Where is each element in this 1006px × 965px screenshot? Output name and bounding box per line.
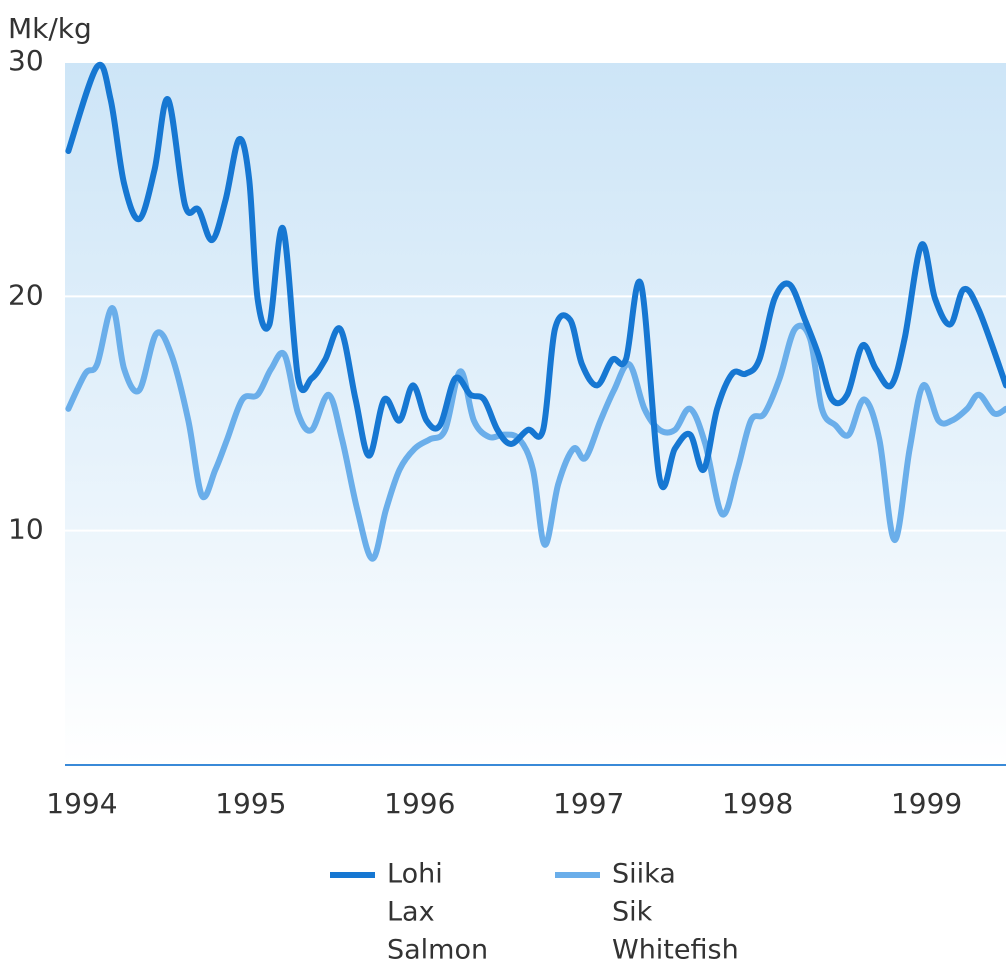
x-tick-label: 1995 [215,787,286,820]
y-tick-label: 20 [8,278,44,311]
y-axis-label: Mk/kg [8,12,92,45]
x-tick-label: 1998 [722,787,793,820]
y-tick-label: 10 [8,513,44,546]
legend-label: Lax [387,897,435,928]
legend-label: Siika [612,859,676,890]
legend-label: Sik [612,897,653,928]
x-tick-label: 1994 [46,787,117,820]
plot-background [65,62,1006,765]
y-tick-label: 30 [8,44,44,77]
legend-label: Whitefish [612,935,739,965]
line [65,305,1006,562]
line [65,61,1006,491]
x-tick-label: 1996 [384,787,455,820]
legend-label: Salmon [387,935,488,965]
x-tick-label: 1999 [891,787,962,820]
legend-label: Lohi [387,859,443,890]
x-tick-label: 1997 [553,787,624,820]
